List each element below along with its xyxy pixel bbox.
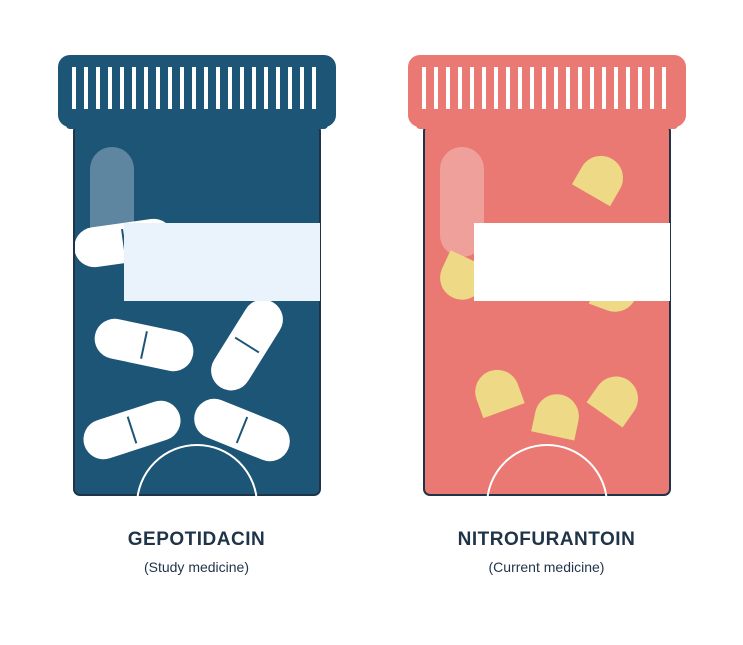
bottle-graphic-left	[52, 35, 342, 505]
medicine-subtitle-right: (Current medicine)	[458, 559, 636, 575]
label-block-right: NITROFURANTOIN (Current medicine)	[458, 529, 636, 575]
medicine-name-right: NITROFURANTOIN	[458, 529, 636, 551]
medicine-subtitle-left: (Study medicine)	[128, 559, 265, 575]
bottle-nitrofurantoin: NITROFURANTOIN (Current medicine)	[402, 35, 692, 575]
bottle-gepotidacin: GEPOTIDACIN (Study medicine)	[52, 35, 342, 575]
bottles-row: GEPOTIDACIN (Study medicine)	[0, 0, 743, 575]
medicine-name-left: GEPOTIDACIN	[128, 529, 265, 551]
label-block-left: GEPOTIDACIN (Study medicine)	[128, 529, 265, 575]
bottle-graphic-right	[402, 35, 692, 505]
